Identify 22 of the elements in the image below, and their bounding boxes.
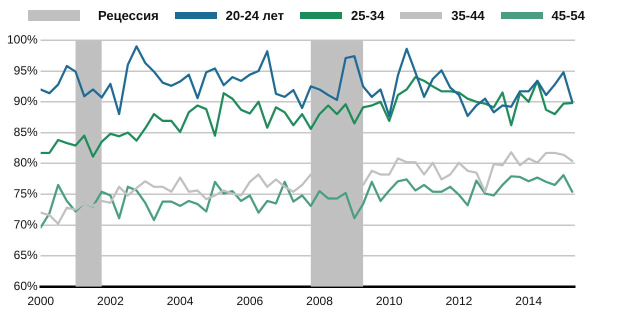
y-tick-label: 75%: [14, 186, 38, 201]
x-tick-label: 2008: [306, 294, 334, 308]
y-tick-label: 100%: [6, 32, 38, 47]
legend-label: 45-54: [552, 8, 585, 22]
y-tick-label: 65%: [14, 248, 38, 262]
legend-label: 25-34: [351, 8, 384, 22]
x-tick-label: 2012: [446, 294, 473, 308]
y-tick-label: 85%: [14, 124, 38, 139]
y-tick-label: 95%: [14, 63, 38, 78]
x-tick-label: 2006: [236, 294, 264, 308]
x-tick-label: 2000: [27, 294, 54, 308]
x-tick-label: 2004: [166, 294, 194, 308]
x-tick-label: 2014: [515, 294, 542, 308]
y-tick-label: 90%: [14, 94, 38, 108]
y-tick-label: 80%: [14, 156, 38, 170]
legend-label: Рецессия: [98, 8, 159, 22]
y-tick-label: 60%: [14, 278, 38, 293]
legend-label: 35-44: [451, 8, 485, 22]
legend-label: 20-24 лет: [226, 8, 284, 22]
x-tick-label: 2002: [97, 294, 124, 308]
y-tick-label: 70%: [14, 217, 38, 232]
x-tick-label: 2010: [376, 294, 403, 308]
